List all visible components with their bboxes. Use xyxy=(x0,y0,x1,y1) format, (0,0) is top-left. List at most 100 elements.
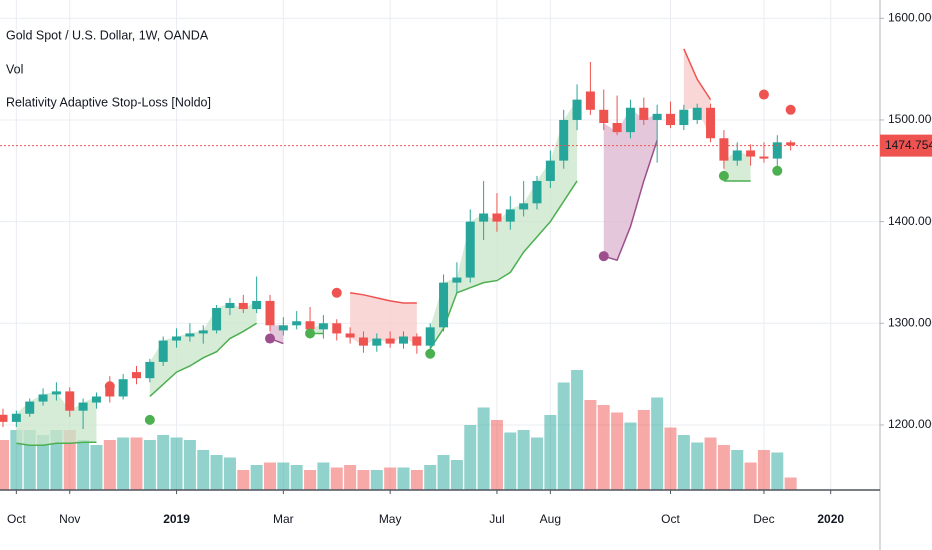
volume-bar xyxy=(677,435,690,490)
candle-body xyxy=(305,321,315,330)
stop-fill xyxy=(683,48,711,139)
volume-bar xyxy=(651,397,664,490)
candle-body xyxy=(492,213,502,222)
candle-body xyxy=(532,180,542,204)
volume-bar xyxy=(170,437,183,490)
candle-body xyxy=(51,391,61,395)
x-tick-label: Oct xyxy=(661,512,680,526)
candle-body xyxy=(332,323,342,334)
candle-body xyxy=(599,109,609,124)
volume-bar xyxy=(477,407,490,490)
volume-bar xyxy=(717,445,730,490)
y-tick-label: 1200.000 xyxy=(888,417,932,431)
signal-dot xyxy=(718,170,729,181)
candle-body xyxy=(412,336,422,346)
legend-symbol: Gold Spot / U.S. Dollar, 1W, OANDA xyxy=(6,28,209,42)
volume-bar xyxy=(370,470,383,490)
volume-bar xyxy=(744,462,757,490)
volume-bar xyxy=(37,435,50,490)
axes: 1200.000 1300.000 1400.000 1500.000 1600.000… xyxy=(0,10,932,526)
volume-bar xyxy=(290,465,303,490)
candle-body xyxy=(265,300,275,326)
candle-body xyxy=(572,99,582,120)
x-tick-label: Aug xyxy=(540,512,561,526)
candle-body xyxy=(692,107,702,120)
signal-dot xyxy=(772,165,783,176)
signal-dot xyxy=(104,381,115,392)
y-tick-label: 1500.000 xyxy=(888,112,932,126)
candle-body xyxy=(719,138,729,161)
candle-body xyxy=(585,91,595,110)
candle-body xyxy=(759,156,769,159)
candle-body xyxy=(0,414,8,422)
signal-dot xyxy=(758,89,769,100)
candle-body xyxy=(65,391,75,411)
candle-body xyxy=(372,338,382,346)
candle-body xyxy=(439,282,449,328)
candle-body xyxy=(652,113,662,120)
volume-bar xyxy=(784,477,797,490)
x-tick-label: 2019 xyxy=(163,512,190,526)
candle-body xyxy=(385,338,395,344)
x-tick-label: Nov xyxy=(59,512,80,526)
volume-bar xyxy=(490,420,503,490)
signal-dot xyxy=(331,287,342,298)
x-tick-label: Dec xyxy=(753,512,774,526)
candle-body xyxy=(505,209,515,222)
volume-bar xyxy=(264,462,276,490)
volume-bar xyxy=(517,430,530,490)
candle-body xyxy=(185,333,195,337)
candle-body xyxy=(238,302,248,310)
candle-body xyxy=(78,402,88,411)
candle-body xyxy=(519,203,529,210)
candle-body xyxy=(545,160,555,181)
volume-bar xyxy=(731,450,744,490)
volume-bar xyxy=(117,437,130,490)
volume-bar xyxy=(143,440,156,490)
x-tick-label: Jul xyxy=(489,512,504,526)
candle-body xyxy=(11,413,21,422)
candle-body xyxy=(292,321,302,326)
volume-layer xyxy=(0,370,797,490)
volume-bar xyxy=(584,400,597,490)
volume-bar xyxy=(571,370,584,490)
candle-body xyxy=(158,340,168,362)
candle-body xyxy=(559,119,569,161)
volume-bar xyxy=(704,437,717,490)
volume-bar xyxy=(317,462,330,490)
volume-bar xyxy=(544,415,557,490)
volume-bar xyxy=(63,430,76,490)
volume-bar xyxy=(597,405,610,490)
volume-bar xyxy=(304,470,317,490)
volume-bar xyxy=(757,450,770,490)
candle-body xyxy=(38,394,48,402)
x-tick-label: Oct xyxy=(7,512,26,526)
x-tick-label: 2020 xyxy=(817,512,844,526)
volume-bar xyxy=(424,465,437,490)
candle-body xyxy=(479,213,489,222)
volume-bar xyxy=(557,382,570,490)
candle-body xyxy=(399,336,408,344)
volume-bar xyxy=(237,470,250,490)
signal-dot xyxy=(425,348,436,359)
candle-body xyxy=(225,302,235,309)
y-tick-label: 1600.000 xyxy=(888,10,932,24)
volume-bar xyxy=(90,445,103,490)
candle-body xyxy=(639,107,649,120)
x-tick-label: Mar xyxy=(273,512,294,526)
volume-bar xyxy=(637,410,650,490)
candle-body xyxy=(212,308,222,331)
candle-body xyxy=(679,109,689,126)
stop-line xyxy=(16,180,751,447)
signal-layer xyxy=(104,89,796,425)
volume-bar xyxy=(223,457,236,490)
stop-fill xyxy=(16,391,97,446)
candle-body xyxy=(666,113,675,126)
volume-bar xyxy=(410,470,423,490)
volume-bar xyxy=(531,437,543,490)
volume-bar xyxy=(624,422,637,490)
volume-bar xyxy=(450,460,463,490)
volume-bar xyxy=(0,440,9,490)
candle-body xyxy=(91,396,101,403)
